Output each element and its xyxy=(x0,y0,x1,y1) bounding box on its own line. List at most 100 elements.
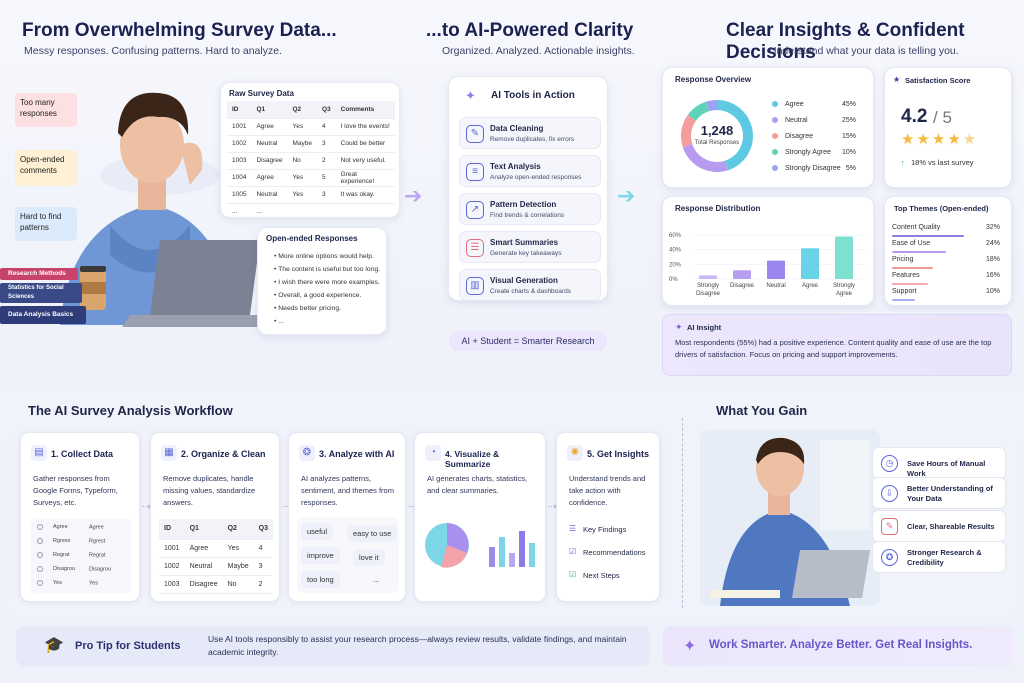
legend-dot xyxy=(772,149,778,156)
x-tick-label: Disagree xyxy=(730,283,755,289)
theme-label: Support xyxy=(892,288,917,295)
total-responses-label: Total Responses xyxy=(694,140,740,146)
section-divider xyxy=(682,418,683,608)
sparkle-icon: ✦ xyxy=(675,322,683,332)
theme-item: Features 16% xyxy=(892,272,1000,286)
list-item: • The content is useful but too long. xyxy=(274,266,381,273)
table-cell: Yes xyxy=(222,539,254,558)
book-research-methods: Research Methods xyxy=(0,268,78,280)
step-desc: Remove duplicates, handle missing values… xyxy=(163,474,256,507)
form-cell: Rgrest xyxy=(89,538,106,545)
clock-icon: ◷ xyxy=(881,455,898,472)
key-findings-label: Key Findings xyxy=(583,525,627,534)
mini-charts-illustration xyxy=(425,523,535,568)
form-row: Yes Yes xyxy=(37,580,129,586)
response-overview-card: Response Overview 1,248 Total Responses xyxy=(662,67,874,188)
clean-header-cell: Q3 xyxy=(253,519,273,540)
theme-pct: 24% xyxy=(985,240,1000,247)
theme-item: Content Quality 32% xyxy=(892,224,1000,238)
form-cell: Yes xyxy=(53,580,62,587)
form-cell: Agree xyxy=(53,524,68,531)
form-cell: Yes xyxy=(89,580,98,587)
trend-icon: ↗ xyxy=(466,201,484,219)
badge-icon: ✪ xyxy=(881,549,898,566)
slogan-text: Work Smarter. Analyze Better. Get Real I… xyxy=(709,639,973,651)
radio-icon xyxy=(37,566,43,572)
table-cell: 3 xyxy=(253,557,273,576)
form-row: Rgress Rgrest xyxy=(37,538,129,544)
gain-save-hours: ◷ Save Hours of Manual Work xyxy=(872,447,1006,479)
table-cell: 1001 xyxy=(159,539,185,558)
satisfaction-out-of: / 5 xyxy=(933,108,952,127)
step-title: 5. Get Insights xyxy=(587,449,650,459)
theme-bar xyxy=(892,267,933,269)
table-cell: Neutral xyxy=(251,186,288,204)
distribution-bar-chart: 60% 40% 20% 0% Strongly Disagree Disagree Neutr… xyxy=(669,233,867,297)
raw-header-cell: Comments xyxy=(335,101,395,119)
chips-panel: useful easy to use improve love it too l… xyxy=(297,517,399,593)
step-get-insights: ✺ 5. Get Insights Understand trends and … xyxy=(556,432,660,602)
radio-icon xyxy=(37,580,43,586)
step-title: 4. Visualize & Summarize xyxy=(445,449,500,469)
step-analyze-ai: ❂ 3. Analyze with AI AI analyzes pattern… xyxy=(288,432,406,602)
x-tick-label: Disagree xyxy=(696,291,721,297)
clean-header-cell: ID xyxy=(159,519,185,540)
table-cell: Disagree xyxy=(184,575,223,594)
workflow-arrow-icon: ⇢ xyxy=(548,501,558,513)
tool-desc: Create charts & dashboards xyxy=(490,288,571,295)
form-cell: Agree xyxy=(89,524,104,531)
chat-icon: ≡ xyxy=(466,163,484,181)
theme-label: Pricing xyxy=(892,256,914,263)
response-distribution-card: Response Distribution 60% 40% 20% 0% Strongl… xyxy=(662,196,874,306)
table-row: 1004 Agree Yes 5 Great experience! xyxy=(227,169,395,187)
form-cell: Disagrou xyxy=(89,566,112,573)
y-tick-label: 60% xyxy=(669,233,682,239)
tool-desc: Generate key takeaways xyxy=(490,250,562,257)
broom-icon: ✎ xyxy=(466,125,484,143)
tool-data-cleaning: ✎ Data Cleaning Remove duplicates, fix err… xyxy=(459,117,601,149)
open-ended-title: Open-ended Responses xyxy=(266,234,358,243)
form-row: Disagrou Disagrou xyxy=(37,566,129,572)
table-cell: No xyxy=(222,575,254,594)
theme-label: Features xyxy=(892,272,920,279)
table-cell: Not very useful. xyxy=(335,152,395,170)
document-icon: ▤ xyxy=(31,445,47,461)
table-cell: Maybe xyxy=(222,557,254,576)
theme-item: Ease of Use 24% xyxy=(892,240,1000,254)
table-row: 1003 Disagree No 2 Not very useful. xyxy=(227,152,395,170)
table-cell: 1002 xyxy=(159,557,185,576)
table-cell: 5 xyxy=(317,169,336,187)
gain-label: Better Understanding of Your Data xyxy=(907,484,993,503)
col3-title: Clear Insights & Confident Decisions xyxy=(726,20,965,63)
radio-icon xyxy=(37,524,43,530)
theme-bar xyxy=(892,283,928,285)
legend-pct: 5% xyxy=(845,165,856,172)
legend-pct: 25% xyxy=(841,117,856,124)
table-row: 1001 Agree Yes 4 xyxy=(159,539,273,558)
note-hard-patterns: Hard to find patterns xyxy=(15,207,77,241)
table-cell: ... xyxy=(227,203,252,221)
radio-icon xyxy=(37,538,43,544)
gain-better-understanding: ⇩ Better Understanding of Your Data xyxy=(872,477,1006,509)
legend-item: Strongly Agree 10% xyxy=(772,149,856,156)
donut-slice xyxy=(687,101,709,121)
table-cell: 4 xyxy=(253,539,273,558)
x-tick-label: Strongly xyxy=(833,283,855,289)
book-data-analysis: Data Analysis Basics xyxy=(0,306,86,324)
summary-icon: ☰ xyxy=(466,239,484,257)
step-title: 3. Analyze with AI xyxy=(319,449,395,459)
list-item: • ... xyxy=(274,318,284,325)
table-cell: Yes xyxy=(287,169,317,187)
y-tick-label: 40% xyxy=(669,248,682,254)
tool-desc: Analyze open-ended responses xyxy=(490,174,582,181)
col1-subtitle: Messy responses. Confusing patterns. Har… xyxy=(24,45,282,57)
theme-pct: 32% xyxy=(985,224,1000,231)
workflow-arrow-icon: ⇢ xyxy=(408,501,418,513)
table-cell: 4 xyxy=(317,118,336,136)
tool-desc: Remove duplicates, fix errors xyxy=(490,136,575,143)
bar xyxy=(801,248,819,279)
pro-tip-banner: 🎓 Pro Tip for Students Use AI tools resp… xyxy=(16,626,650,666)
legend-dot xyxy=(772,117,778,124)
table-cell: Yes xyxy=(287,118,317,136)
x-tick-label: Agree xyxy=(836,291,853,297)
